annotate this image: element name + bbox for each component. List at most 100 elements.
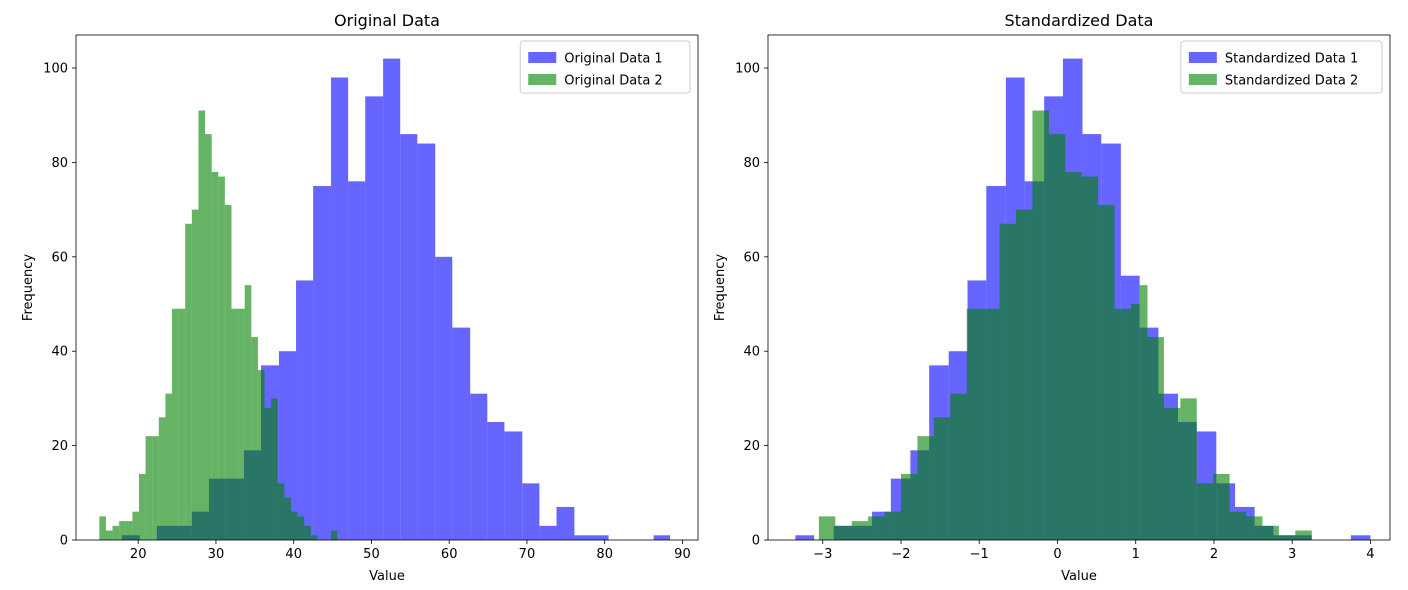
histogram-bar: [1065, 171, 1082, 540]
histogram-bar: [1163, 407, 1181, 540]
histogram-bar: [901, 473, 918, 540]
histogram-bar: [1180, 398, 1197, 540]
histogram-bar: [211, 171, 219, 540]
histogram-bar: [158, 417, 166, 540]
histogram-bar: [185, 223, 192, 541]
histogram-bar: [966, 308, 984, 540]
histogram-bar: [1048, 134, 1066, 541]
legend-swatch: [1188, 52, 1217, 63]
histogram-bar: [331, 530, 338, 540]
histogram-bar: [105, 530, 113, 540]
histogram-bar: [417, 143, 436, 541]
histogram-bar: [99, 516, 106, 540]
histogram-bar: [884, 511, 902, 540]
histogram-bar: [264, 407, 272, 540]
y-tick-label: 20: [51, 439, 68, 454]
histogram-bar: [198, 110, 206, 540]
legend-label: Standardized Data 2: [1225, 74, 1358, 89]
x-tick-label: 0: [1053, 547, 1061, 562]
histogram-bar: [933, 417, 951, 540]
histogram-bar: [818, 516, 836, 540]
histogram-bar: [145, 436, 153, 540]
histogram-bar: [224, 204, 232, 540]
histogram-bar: [313, 186, 332, 540]
histogram-bar: [257, 370, 265, 540]
axes-frame: [75, 34, 699, 541]
x-tick-label: 50: [363, 547, 380, 562]
x-tick-label: −3: [813, 547, 832, 562]
histogram-bar: [178, 308, 186, 540]
histogram-bar: [653, 535, 671, 540]
histogram-bar: [504, 431, 523, 540]
x-tick-label: 70: [519, 547, 536, 562]
histogram-bar: [277, 483, 285, 540]
y-tick-label: 60: [743, 250, 760, 265]
y-tick-label: 60: [51, 250, 68, 265]
x-tick-label: 1: [1132, 547, 1140, 562]
histogram-bar: [999, 223, 1017, 541]
histogram-bar: [835, 525, 852, 540]
histogram-bar: [231, 308, 239, 540]
histogram-bar: [191, 209, 199, 540]
legend: Standardized Data 1 Standardized Data 2: [1180, 40, 1383, 94]
legend: Original Data 1 Original Data 2: [519, 40, 691, 94]
y-tick-label: 0: [752, 534, 760, 549]
histogram-bar: [1246, 516, 1263, 540]
histogram-bar: [290, 511, 298, 540]
histogram-bar: [1295, 530, 1312, 540]
histogram-bar: [172, 308, 179, 540]
x-tick-label: 2: [1210, 547, 1218, 562]
histogram-bar: [487, 422, 505, 540]
y-tick-label: 80: [743, 156, 760, 171]
histogram-bar: [1081, 176, 1099, 540]
histogram-bar: [591, 535, 609, 540]
x-tick-label: −2: [891, 547, 910, 562]
x-tick-label: 80: [596, 547, 613, 562]
legend-label: Original Data 2: [564, 74, 662, 89]
legend-swatch: [528, 74, 557, 85]
histogram-bar: [383, 58, 401, 540]
histogram-bar: [1262, 525, 1279, 540]
histogram-bar: [435, 256, 453, 540]
x-tick-label: 30: [208, 547, 225, 562]
histogram-bar: [132, 511, 139, 540]
y-tick-label: 0: [60, 534, 68, 549]
histogram-bar: [365, 96, 384, 541]
histogram-bar: [1278, 535, 1296, 540]
histogram-bar: [1032, 110, 1049, 540]
histogram-bar: [452, 327, 471, 540]
x-tick-label: 90: [674, 547, 691, 562]
y-tick-label: 80: [51, 156, 68, 171]
x-tick-label: 60: [441, 547, 458, 562]
histogram-bar: [1229, 511, 1247, 540]
x-axis-label: Value: [1061, 569, 1097, 584]
histogram-bar: [152, 436, 159, 540]
y-tick-label: 40: [51, 345, 68, 360]
histogram-bar: [1196, 483, 1214, 540]
x-tick-label: 4: [1366, 547, 1374, 562]
histogram-bar: [795, 535, 815, 540]
axes-frame: [767, 34, 1391, 541]
y-tick-label: 100: [43, 62, 68, 77]
histogram-bar: [284, 497, 291, 540]
histogram-bar: [348, 181, 366, 540]
histogram-bar: [1139, 285, 1148, 540]
histogram-bar: [119, 521, 126, 540]
legend-label: Standardized Data 1: [1225, 52, 1358, 67]
histogram-bar: [950, 393, 967, 540]
histogram-bar: [138, 473, 146, 540]
histogram-bar: [304, 525, 311, 540]
x-axis-label: Value: [369, 569, 405, 584]
series-2: [818, 110, 1312, 541]
histogram-bar: [1016, 209, 1033, 540]
histogram-bar: [205, 134, 212, 541]
x-tick-label: 40: [285, 547, 302, 562]
x-tick-label: 3: [1288, 547, 1296, 562]
histogram-bar: [917, 436, 934, 540]
histogram-bar: [983, 308, 1000, 540]
histogram-bar: [1114, 308, 1132, 540]
chart-title: Original Data: [334, 11, 440, 30]
histogram-bar: [251, 337, 258, 540]
y-axis-label: Frequency: [21, 254, 36, 321]
